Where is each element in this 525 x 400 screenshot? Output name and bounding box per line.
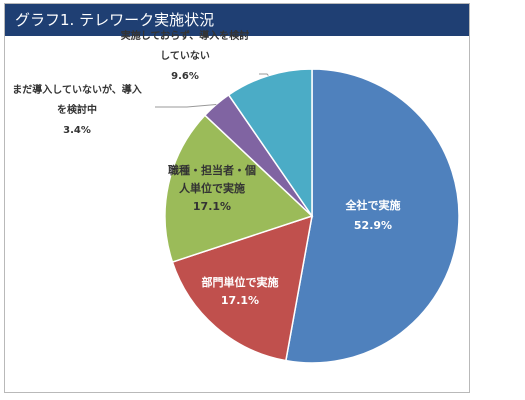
data-label-value: 3.4% [63, 125, 91, 136]
data-label-category: していない [160, 50, 210, 62]
slice-shokushu [164, 114, 314, 263]
data-label-value: 17.1% [193, 200, 231, 213]
data-label-category: 実施しておらず、導入を検討 [121, 29, 250, 42]
data-label-category: 全社で実施 [345, 198, 401, 212]
leader-line-slice-mikento [259, 73, 269, 76]
data-label-value: 17.1% [221, 294, 259, 307]
data-label-category: まだ導入していないが、導入 [12, 83, 142, 96]
label-zensha: 全社で実施 52.9% [345, 198, 401, 232]
data-label-category: を検討中 [57, 103, 97, 116]
slice-zensha [284, 68, 460, 364]
slice-mikento [227, 68, 313, 219]
data-label-category: 部門単位で実施 [202, 275, 279, 289]
data-label-value: 9.6% [171, 71, 199, 82]
data-label-category: 職種・担当者・個 [168, 163, 256, 177]
leader-line-slice-kento [155, 104, 217, 108]
data-label-value: 52.9% [354, 219, 392, 232]
chart-title: グラフ1. テレワーク実施状況 [5, 4, 469, 36]
data-label-category: 人単位で実施 [179, 181, 245, 195]
label-bumon: 部門単位で実施 17.1% [202, 275, 279, 307]
slice-bumon [171, 214, 313, 362]
chart-frame: グラフ1. テレワーク実施状況 全社で実施 52.9% 部門単位で実施 17.1% 職種… [4, 3, 470, 393]
